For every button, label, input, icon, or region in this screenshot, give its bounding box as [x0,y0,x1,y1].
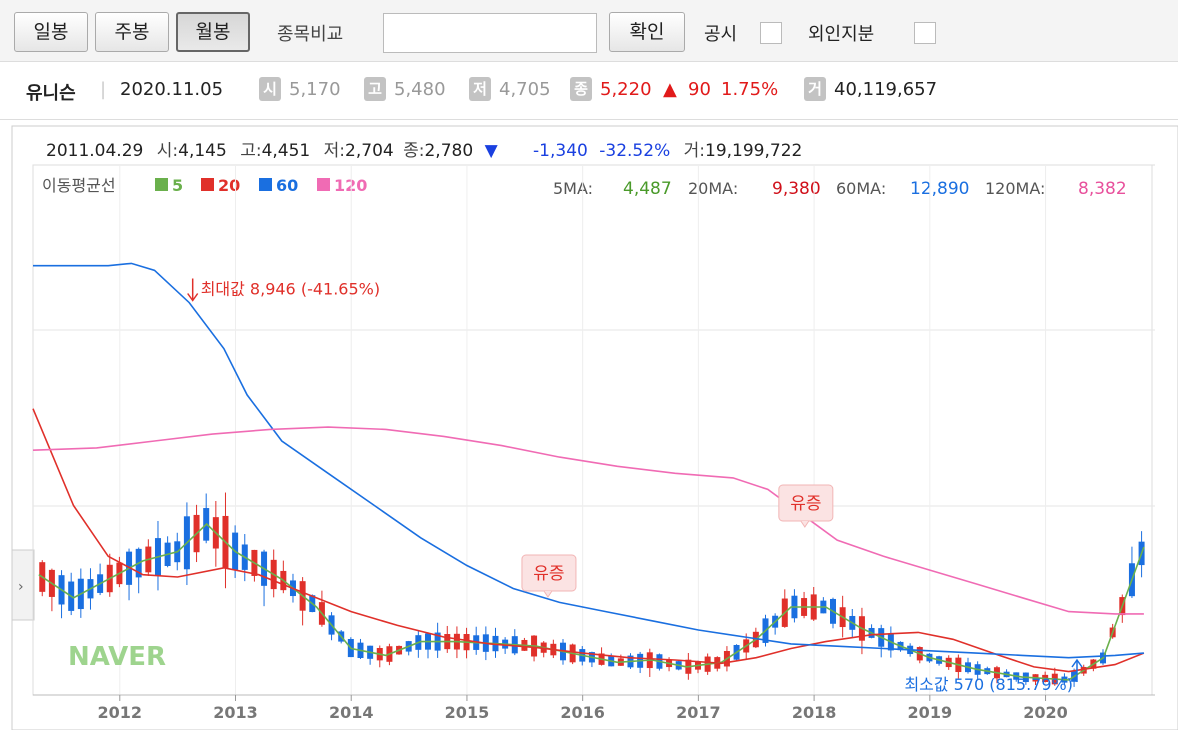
legend-swatch-5 [155,178,168,191]
rights-offering-pointer [543,590,553,598]
disclosure-checkbox[interactable] [760,22,782,44]
max-arrow-head [187,293,199,302]
high-badge: 고 [364,77,386,101]
max-annotation: 최대값 8,946 (-41.65%) [201,280,380,299]
x-tick-label-2017: 2017 [676,703,721,722]
monthly-button[interactable]: 월봉 [176,12,250,52]
legend-label-5: 5 [172,176,183,195]
open-value: 5,170 [289,79,341,100]
chart-frame [11,125,1178,731]
ma-line-5 [38,522,1145,681]
stock-date: 2020.11.05 [120,79,224,100]
ma-line-60 [33,262,1144,659]
grid [32,164,1155,696]
volume-badge: 거 [804,77,826,101]
moving-average-lines [32,262,1145,681]
low-badge: 저 [469,77,491,101]
confirm-button[interactable]: 확인 [609,12,685,52]
legend-label-120: 120 [334,176,367,195]
ma-value-2: 12,890 [910,179,969,199]
hover-info: 2011.04.29 시:4,145 고:4,451 저:2,704 종:2,7… [46,141,802,161]
foreign-label: 외인지분 [808,24,875,45]
x-tick-label-2014: 2014 [329,703,374,722]
high-value: 5,480 [394,79,446,100]
chevron-left-icon[interactable]: › [18,579,24,595]
ma-line-120 [32,426,1144,615]
toolbar: 일봉 주봉 월봉 종목비교 확인 공시 외인지분 [0,0,1178,62]
open-badge: 시 [259,77,281,101]
disclosure-label: 공시 [704,24,738,45]
left-scroll-handle[interactable] [11,549,35,621]
weekly-button[interactable]: 주봉 [95,12,169,52]
ma-value-3: 8,382 [1078,179,1127,199]
legend-swatch-20 [201,178,214,191]
legend-label-20: 20 [218,176,240,195]
rights-offering-pointer [800,520,810,528]
change-value: 90 [688,79,711,100]
legend-swatch-120 [317,178,330,191]
volume-value: 40,119,657 [834,79,938,100]
ma-label-0: 5MA: [553,179,593,198]
legend: 5 20 60 120 [155,176,367,195]
x-tick-label-2015: 2015 [445,703,490,722]
legend-swatch-60 [259,178,272,191]
change-pct: 1.75% [721,79,779,100]
min-arrow-head [1071,658,1083,668]
legend-label-60: 60 [276,176,298,195]
compare-input[interactable] [383,13,597,53]
x-tick-label-2018: 2018 [792,703,837,722]
divider: | [100,79,107,100]
ma-line-20 [32,408,1145,673]
ma-label-1: 20MA: [688,179,738,198]
close-value: 5,220 [600,79,652,100]
x-tick-label-2020: 2020 [1023,703,1068,722]
x-tick-label-2016: 2016 [560,703,605,722]
ma-label-3: 120MA: [985,179,1045,198]
ma-value-1: 9,380 [772,179,821,199]
compare-label: 종목비교 [277,24,344,45]
x-tick-label-2012: 2012 [98,703,143,722]
daily-button[interactable]: 일봉 [14,12,88,52]
low-value: 4,705 [499,79,551,100]
legend-title: 이동평균선 [42,176,116,195]
x-axis: 2012 2013 2014 2015 2016 2017 2018 2019 2020 [33,694,1155,722]
stock-name: 유니슨 [26,83,76,104]
ma-label-2: 60MA: [836,179,886,198]
naver-watermark: NAVER [68,642,166,672]
min-annotation: 최소값 570 (815.79%) [904,675,1073,694]
close-badge: 종 [570,77,592,101]
foreign-checkbox[interactable] [914,22,936,44]
rights-offering-label: 유증 [790,494,821,514]
rights-offering-label: 유증 [533,564,564,584]
ma-value-0: 4,487 [623,179,672,199]
x-tick-label-2013: 2013 [213,703,258,722]
change-arrow: ▲ [663,79,677,100]
x-tick-label-2019: 2019 [908,703,953,722]
ma-values: 5MA: 4,487 20MA: 9,380 60MA: 12,890 120MA: 8,38… [553,179,1127,199]
price-chart[interactable]: › 2011.04.29 시:4,145 고:4,451 저:2,704 종:2… [0,120,1178,731]
chart-area[interactable]: › 2011.04.29 시:4,145 고:4,451 저:2,704 종:2… [0,120,1178,731]
